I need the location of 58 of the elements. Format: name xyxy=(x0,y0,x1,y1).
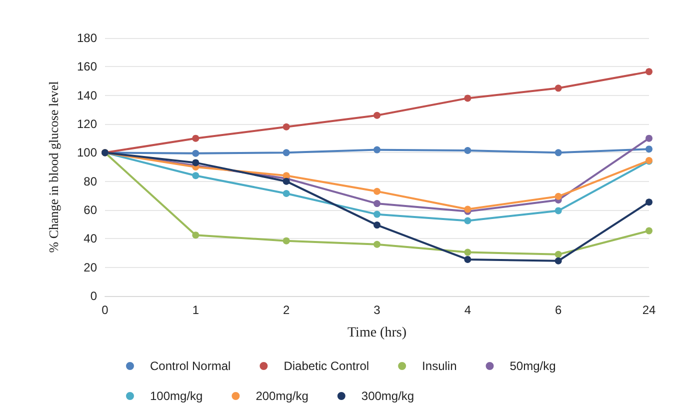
point xyxy=(192,232,200,239)
y-tick-label: 60 xyxy=(84,203,98,217)
legend-label: 100mg/kg xyxy=(150,389,203,403)
point xyxy=(646,68,652,76)
point xyxy=(646,146,652,153)
point xyxy=(464,217,472,224)
x-tick-label: 6 xyxy=(554,303,562,317)
point xyxy=(374,222,380,229)
x-axis-title: Time (hrs) xyxy=(348,326,407,340)
point xyxy=(374,112,380,119)
point xyxy=(282,123,290,130)
y-tick-label: 20 xyxy=(84,260,98,274)
point xyxy=(554,149,562,156)
x-tick-label: 4 xyxy=(464,303,472,317)
point xyxy=(646,227,652,234)
point xyxy=(374,240,380,248)
y-tick-label: 80 xyxy=(84,174,98,188)
point xyxy=(554,250,562,258)
legend-label: 300mg/kg xyxy=(361,389,414,403)
x-tick-label: 0 xyxy=(102,303,109,317)
point xyxy=(464,256,472,263)
legend-label: Insulin xyxy=(422,359,457,373)
point xyxy=(374,188,380,195)
point xyxy=(192,172,200,180)
legend-label: Control Normal xyxy=(150,359,231,373)
y-tick-label: 0 xyxy=(90,289,98,303)
point xyxy=(374,210,380,218)
x-tick-label: 24 xyxy=(642,303,656,317)
x-tick-label: 3 xyxy=(374,303,381,317)
point xyxy=(554,84,562,92)
legend-label: Diabetic Control xyxy=(284,359,370,373)
x-tick-label: 2 xyxy=(282,303,290,317)
y-tick-label: 120 xyxy=(76,117,98,131)
legend-label: 50mg/kg xyxy=(510,359,556,373)
point xyxy=(554,257,562,264)
y-tick-label: 100 xyxy=(76,146,98,160)
point xyxy=(192,150,200,157)
point xyxy=(646,134,652,142)
point xyxy=(374,146,380,154)
point xyxy=(192,159,200,166)
y-axis-title: % Change in blood glucose level xyxy=(46,80,61,253)
y-tick-label: 160 xyxy=(76,60,98,74)
point xyxy=(646,198,652,206)
point xyxy=(192,134,200,142)
legend-label: 200mg/kg xyxy=(256,389,308,403)
point xyxy=(464,94,472,102)
y-tick-label: 140 xyxy=(76,88,98,102)
y-tick-label: 180 xyxy=(76,31,98,45)
point xyxy=(282,237,290,244)
point xyxy=(554,207,562,214)
point xyxy=(554,192,562,200)
point xyxy=(464,248,472,256)
y-tick-label: 40 xyxy=(84,232,98,246)
x-tick-label: 1 xyxy=(192,303,200,317)
point xyxy=(374,200,380,208)
point xyxy=(464,147,472,154)
point xyxy=(282,190,290,198)
point xyxy=(282,149,290,156)
